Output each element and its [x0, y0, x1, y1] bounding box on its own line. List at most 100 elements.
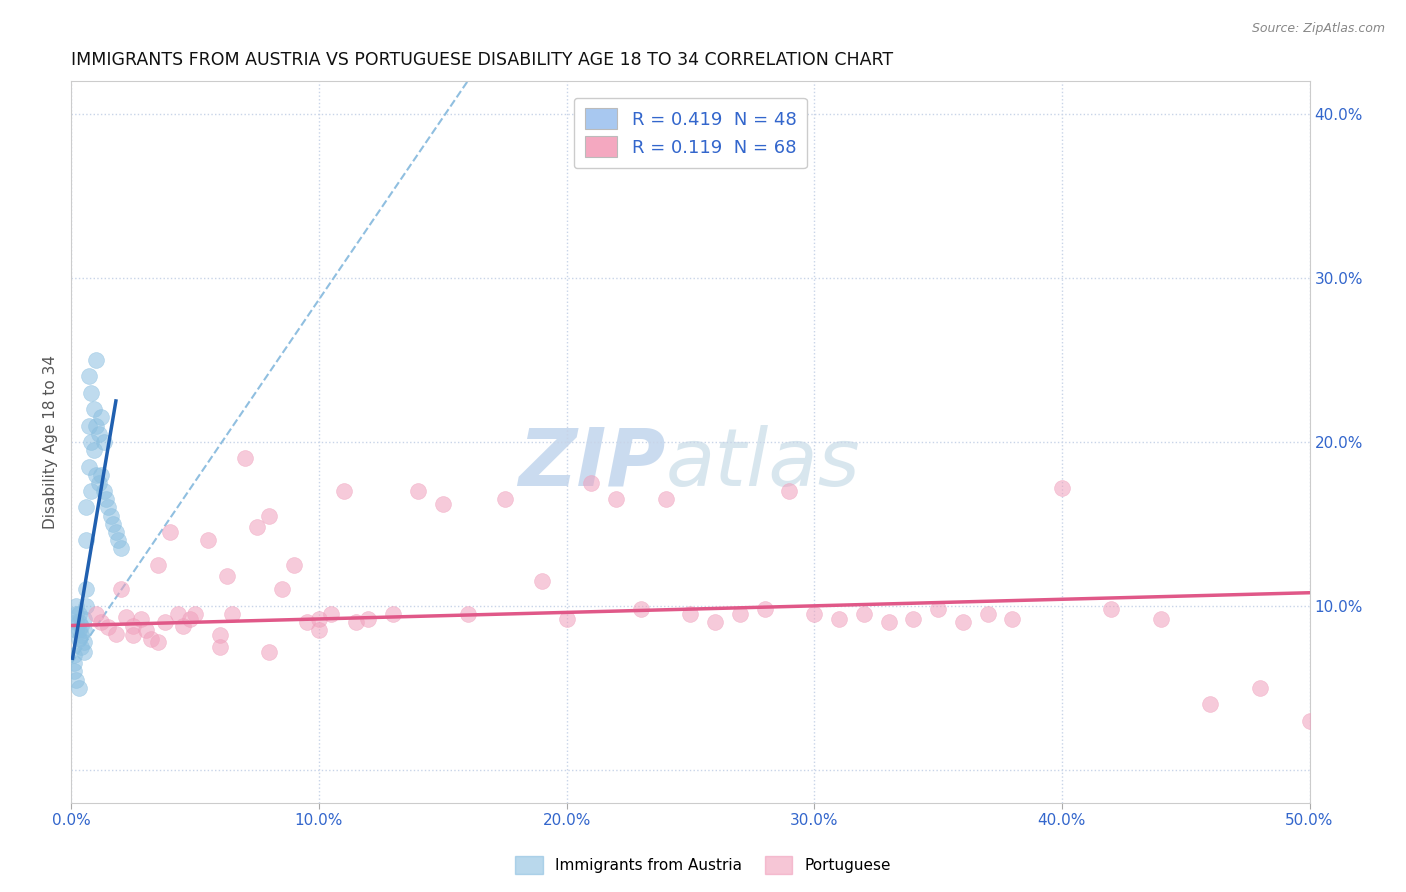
Point	[129, 612, 152, 626]
Point	[70, 640, 93, 654]
Point	[83, 402, 105, 417]
Point	[976, 607, 998, 621]
Point	[73, 635, 96, 649]
Point	[605, 492, 627, 507]
Point	[321, 607, 343, 621]
Point	[75, 533, 97, 548]
Point	[159, 525, 181, 540]
Point	[65, 607, 87, 621]
Point	[122, 628, 145, 642]
Point	[62, 657, 84, 671]
Point	[67, 607, 90, 621]
Point	[555, 612, 578, 626]
Point	[62, 648, 84, 662]
Point	[270, 582, 292, 597]
Point	[67, 681, 90, 695]
Point	[208, 640, 231, 654]
Point	[100, 508, 122, 523]
Point	[779, 484, 801, 499]
Point	[1099, 602, 1122, 616]
Point	[630, 602, 652, 616]
Point	[308, 612, 330, 626]
Point	[494, 492, 516, 507]
Point	[1050, 481, 1073, 495]
Point	[803, 607, 825, 621]
Point	[406, 484, 429, 499]
Point	[77, 369, 100, 384]
Point	[65, 599, 87, 613]
Point	[828, 612, 851, 626]
Point	[233, 451, 256, 466]
Point	[903, 612, 925, 626]
Point	[84, 353, 107, 368]
Point	[84, 418, 107, 433]
Text: atlas: atlas	[665, 425, 860, 502]
Text: Source: ZipAtlas.com: Source: ZipAtlas.com	[1251, 22, 1385, 36]
Point	[80, 484, 103, 499]
Point	[93, 484, 115, 499]
Point	[122, 618, 145, 632]
Point	[75, 582, 97, 597]
Point	[114, 610, 136, 624]
Point	[357, 612, 380, 626]
Point	[87, 426, 110, 441]
Point	[184, 607, 207, 621]
Point	[110, 541, 132, 556]
Point	[67, 615, 90, 630]
Point	[87, 475, 110, 490]
Point	[952, 615, 974, 630]
Point	[70, 618, 93, 632]
Point	[84, 607, 107, 621]
Point	[67, 632, 90, 646]
Point	[65, 673, 87, 687]
Point	[84, 467, 107, 482]
Point	[382, 607, 405, 621]
Point	[172, 618, 194, 632]
Point	[146, 558, 169, 572]
Point	[103, 516, 125, 531]
Point	[110, 582, 132, 597]
Point	[754, 602, 776, 616]
Point	[581, 475, 603, 490]
Point	[90, 467, 112, 482]
Point	[94, 492, 117, 507]
Point	[432, 497, 454, 511]
Point	[135, 624, 157, 638]
Point	[73, 645, 96, 659]
Point	[295, 615, 318, 630]
Y-axis label: Disability Age 18 to 34: Disability Age 18 to 34	[44, 355, 58, 529]
Point	[62, 665, 84, 679]
Point	[208, 628, 231, 642]
Point	[146, 635, 169, 649]
Point	[107, 533, 129, 548]
Point	[259, 645, 281, 659]
Point	[80, 434, 103, 449]
Legend: Immigrants from Austria, Portuguese: Immigrants from Austria, Portuguese	[509, 850, 897, 880]
Point	[852, 607, 875, 621]
Point	[93, 434, 115, 449]
Point	[65, 615, 87, 630]
Point	[83, 443, 105, 458]
Point	[308, 624, 330, 638]
Point	[104, 626, 127, 640]
Point	[1001, 612, 1024, 626]
Point	[75, 599, 97, 613]
Point	[217, 569, 239, 583]
Point	[67, 624, 90, 638]
Point	[259, 508, 281, 523]
Text: ZIP: ZIP	[519, 425, 665, 502]
Point	[283, 558, 305, 572]
Point	[927, 602, 949, 616]
Point	[104, 525, 127, 540]
Point	[73, 612, 96, 626]
Point	[80, 385, 103, 400]
Point	[1298, 714, 1320, 728]
Point	[97, 620, 120, 634]
Point	[530, 574, 553, 589]
Point	[877, 615, 900, 630]
Point	[77, 459, 100, 474]
Point	[90, 410, 112, 425]
Point	[344, 615, 367, 630]
Point	[1249, 681, 1271, 695]
Point	[246, 520, 269, 534]
